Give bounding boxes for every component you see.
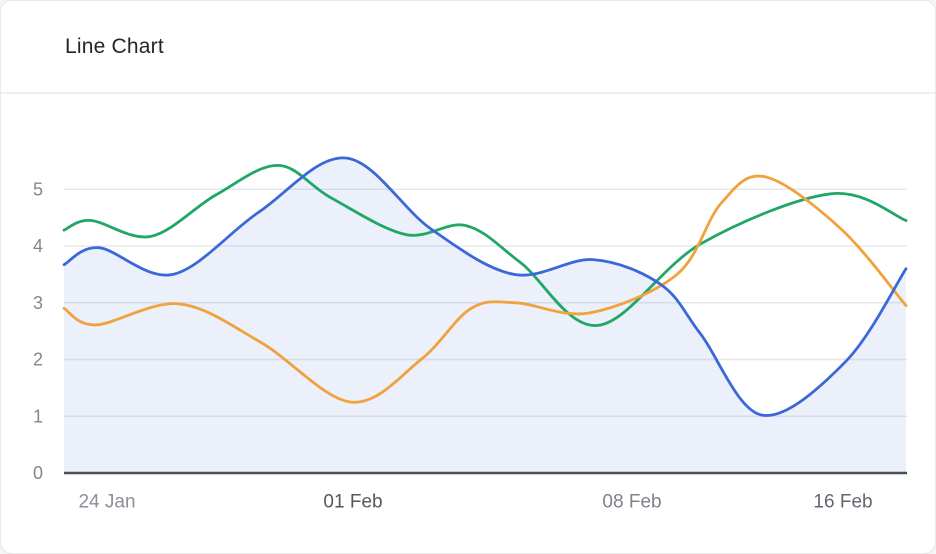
x-tick-label: 16 Feb <box>813 492 872 513</box>
x-tick-label: 01 Feb <box>323 492 382 513</box>
card-header: Line Chart <box>1 1 935 94</box>
y-tick-label: 4 <box>33 236 43 256</box>
series-line-green <box>62 163 908 327</box>
series-line-blue <box>62 156 908 417</box>
y-tick-label: 0 <box>33 463 43 483</box>
series-line-orange <box>62 174 908 404</box>
y-tick-label: 1 <box>33 406 43 426</box>
y-tick-label: 3 <box>33 293 43 313</box>
y-tick-label: 5 <box>33 179 43 199</box>
x-tick-label: 08 Feb <box>602 492 661 513</box>
page-title: Line Chart <box>65 34 164 58</box>
y-tick-labels-group: 0 1 2 3 4 5 <box>33 179 43 483</box>
x-tick-label: 24 Jan <box>78 492 135 513</box>
area-fills-group <box>64 157 906 473</box>
y-tick-label: 2 <box>33 350 43 370</box>
series-area-blue <box>64 157 906 473</box>
x-tick-labels-group: 24 Jan 01 Feb 08 Feb 16 Feb <box>78 492 872 513</box>
series-lines-group <box>62 156 908 417</box>
